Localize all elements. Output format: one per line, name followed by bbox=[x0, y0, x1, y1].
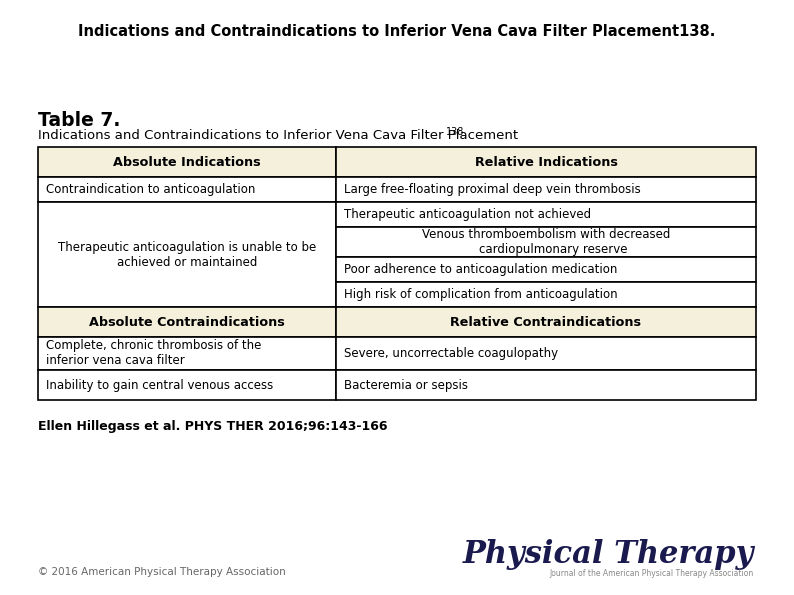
Text: Severe, uncorrectable coagulopathy: Severe, uncorrectable coagulopathy bbox=[344, 347, 558, 360]
Text: Absolute Indications: Absolute Indications bbox=[114, 155, 260, 168]
Text: High risk of complication from anticoagulation: High risk of complication from anticoagu… bbox=[344, 288, 618, 301]
Bar bbox=[38, 177, 336, 202]
Text: Large free-floating proximal deep vein thrombosis: Large free-floating proximal deep vein t… bbox=[344, 183, 641, 196]
Bar bbox=[38, 147, 336, 177]
Text: Complete, chronic thrombosis of the
inferior vena cava filter: Complete, chronic thrombosis of the infe… bbox=[46, 340, 261, 368]
Bar bbox=[38, 307, 336, 337]
Text: Absolute Contraindications: Absolute Contraindications bbox=[89, 315, 285, 328]
Bar bbox=[336, 307, 756, 337]
Text: Venous thromboembolism with decreased
    cardiopulmonary reserve: Venous thromboembolism with decreased ca… bbox=[422, 228, 670, 256]
Bar bbox=[336, 257, 756, 282]
Text: Relative Contraindications: Relative Contraindications bbox=[450, 315, 642, 328]
Text: © 2016 American Physical Therapy Association: © 2016 American Physical Therapy Associa… bbox=[38, 567, 286, 577]
Text: Contraindication to anticoagulation: Contraindication to anticoagulation bbox=[46, 183, 256, 196]
Text: Table 7.: Table 7. bbox=[38, 111, 121, 130]
Bar bbox=[38, 202, 336, 307]
Text: Relative Indications: Relative Indications bbox=[475, 155, 618, 168]
Bar bbox=[336, 147, 756, 177]
Text: Therapeutic anticoagulation is unable to be
achieved or maintained: Therapeutic anticoagulation is unable to… bbox=[58, 240, 316, 268]
Bar bbox=[336, 337, 756, 370]
Bar bbox=[38, 370, 336, 400]
Bar bbox=[336, 282, 756, 307]
Text: Therapeutic anticoagulation not achieved: Therapeutic anticoagulation not achieved bbox=[344, 208, 591, 221]
Text: Poor adherence to anticoagulation medication: Poor adherence to anticoagulation medica… bbox=[344, 263, 618, 276]
Text: Bacteremia or sepsis: Bacteremia or sepsis bbox=[344, 378, 468, 392]
Bar bbox=[336, 202, 756, 227]
Text: Ellen Hillegass et al. PHYS THER 2016;96:143-166: Ellen Hillegass et al. PHYS THER 2016;96… bbox=[38, 420, 387, 433]
Bar bbox=[336, 370, 756, 400]
Text: Inability to gain central venous access: Inability to gain central venous access bbox=[46, 378, 273, 392]
Text: Indications and Contraindications to Inferior Vena Cava Filter Placement138.: Indications and Contraindications to Inf… bbox=[79, 24, 715, 39]
Bar bbox=[336, 177, 756, 202]
Bar bbox=[336, 227, 756, 257]
Text: Physical Therapy: Physical Therapy bbox=[463, 540, 754, 571]
Text: 138: 138 bbox=[446, 127, 464, 137]
Text: Journal of the American Physical Therapy Association: Journal of the American Physical Therapy… bbox=[549, 568, 754, 578]
Text: Indications and Contraindications to Inferior Vena Cava Filter Placement: Indications and Contraindications to Inf… bbox=[38, 129, 518, 142]
Bar bbox=[38, 337, 336, 370]
